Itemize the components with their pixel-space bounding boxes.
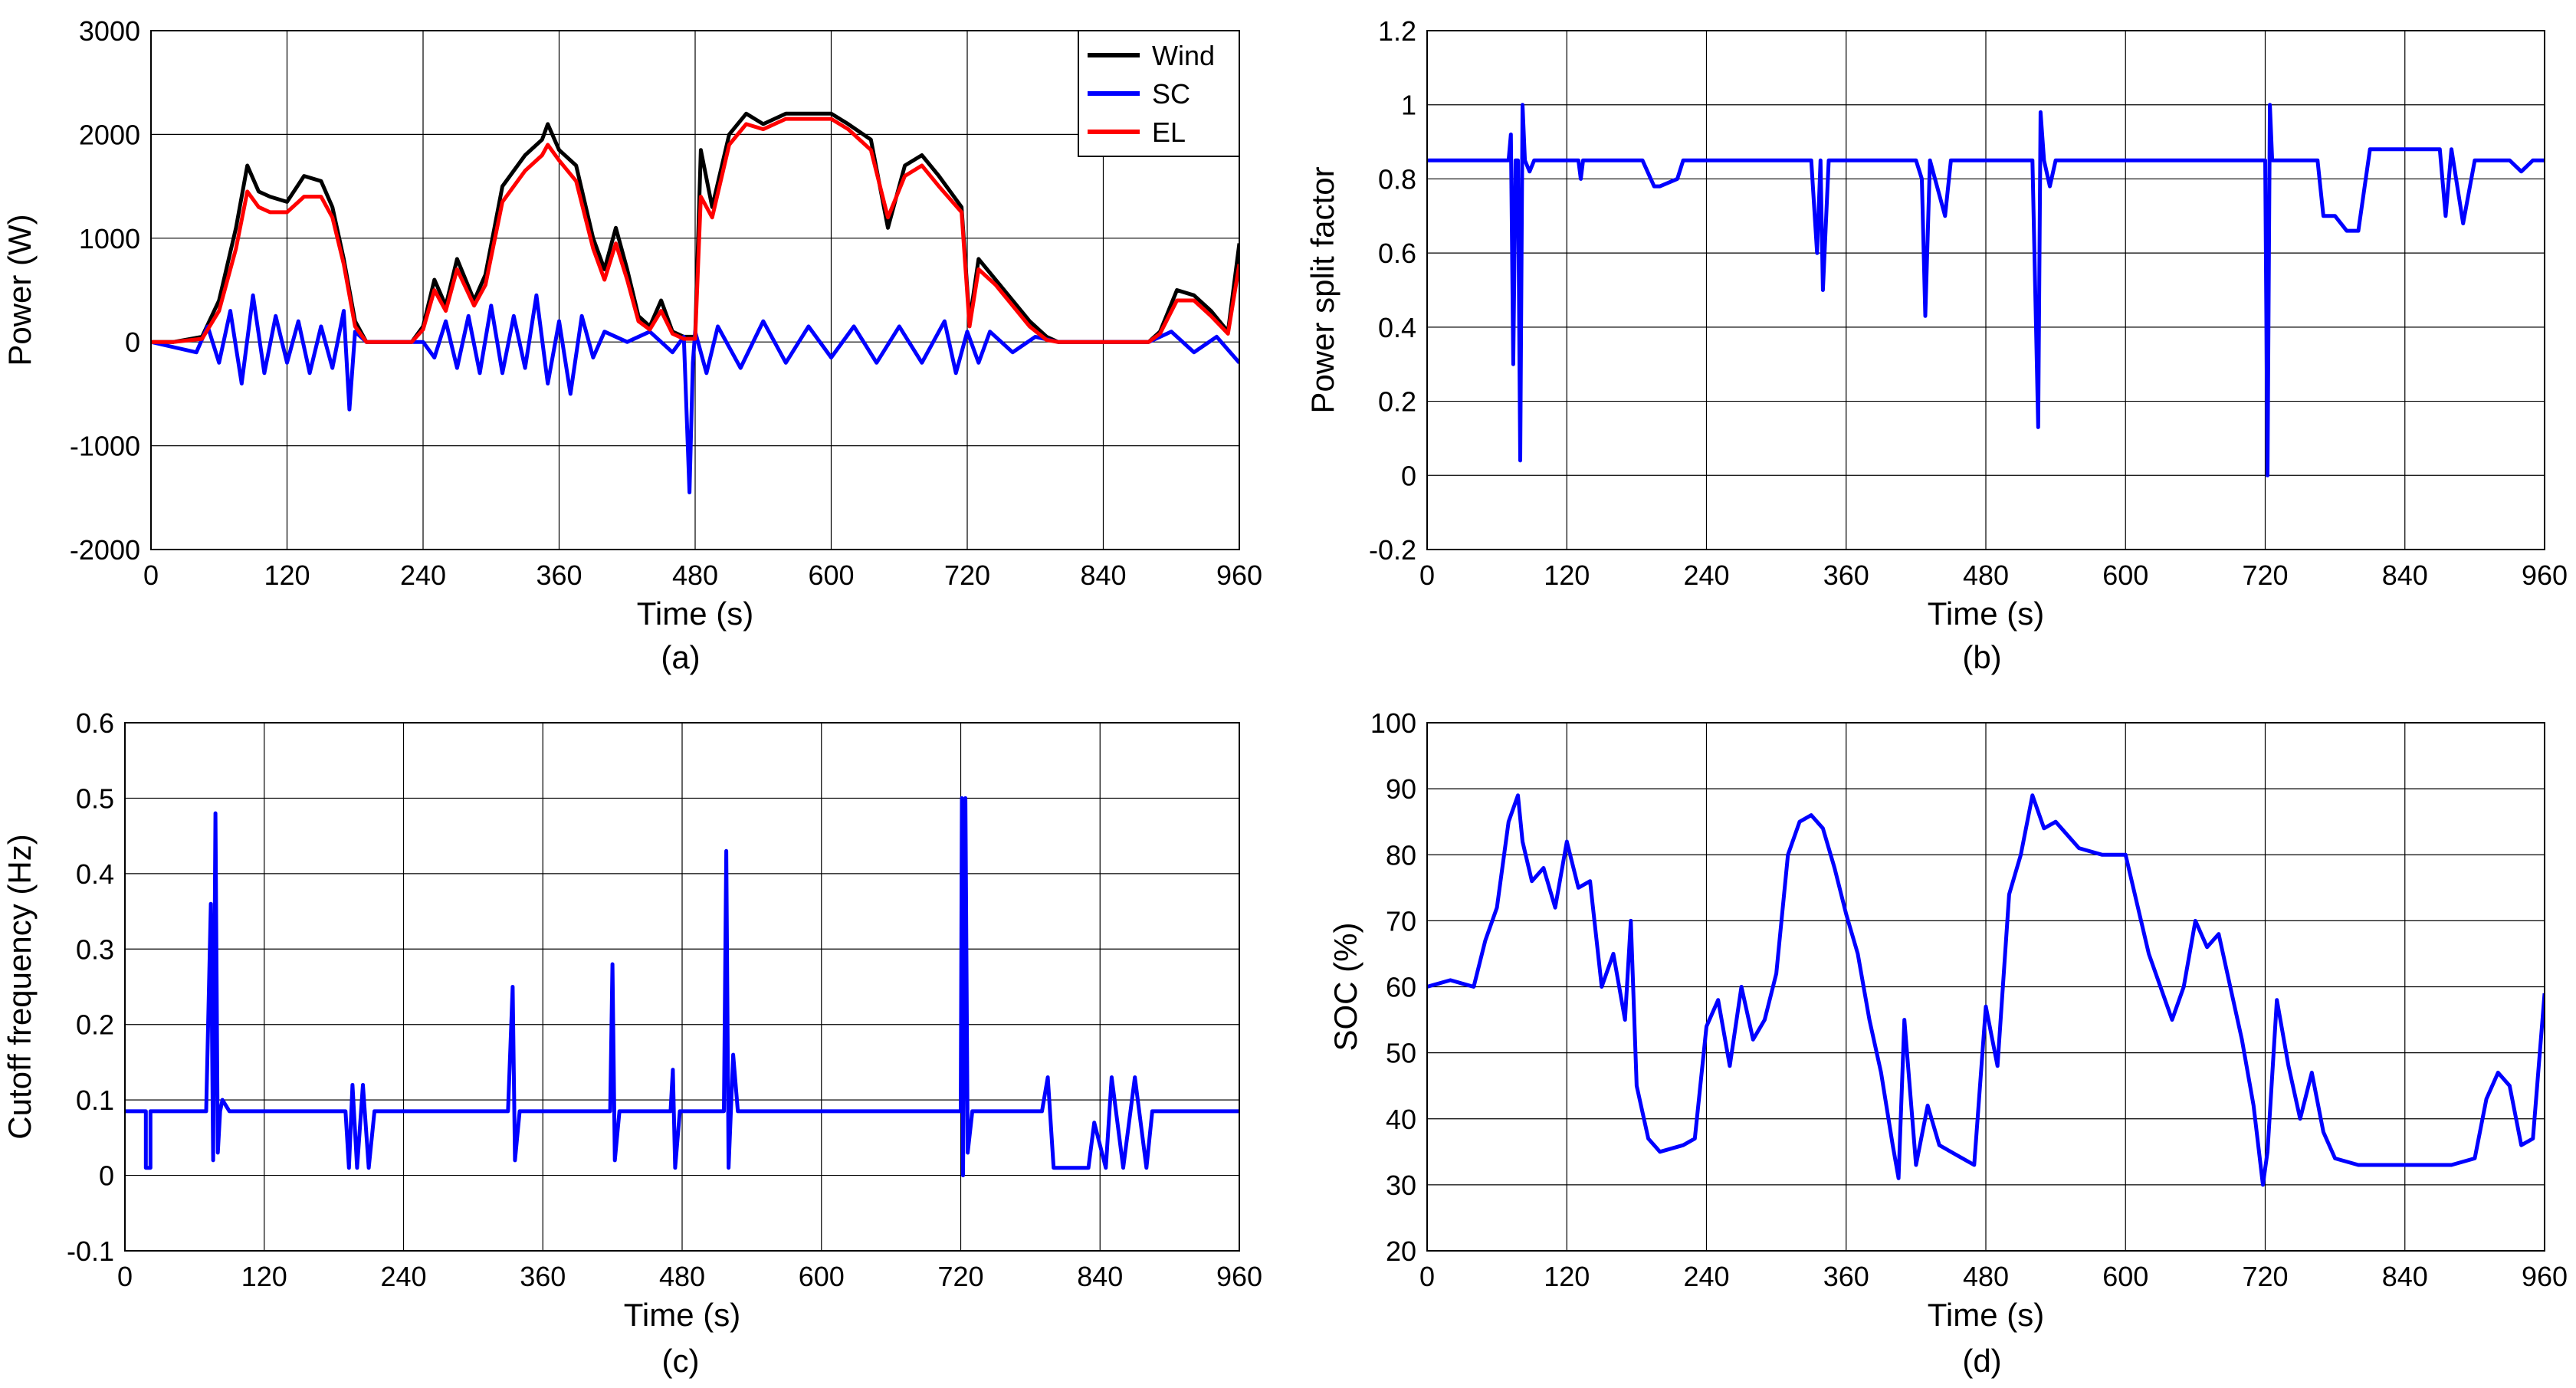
panel-caption: (d) (1962, 1343, 2001, 1379)
panel-caption: (c) (662, 1343, 700, 1379)
y-tick-label: 0 (99, 1160, 114, 1192)
y-tick-label: 2000 (79, 119, 140, 150)
x-tick-label: 360 (1823, 1261, 1869, 1292)
x-axis-label: Time (s) (1928, 1297, 2044, 1333)
y-tick-label: 0.8 (1378, 163, 1416, 195)
y-tick-label: 0 (1401, 460, 1416, 491)
series-line-1 (1427, 103, 2545, 477)
chart-panel-c: 0 120 240 360 480 600 720 840 960-0.100.10.20.30… (2, 707, 1262, 1379)
x-tick-label: 240 (380, 1261, 426, 1292)
x-tick-label: 240 (1683, 559, 1729, 591)
x-tick-label: 360 (1823, 559, 1869, 591)
chart-panel-a: 0 120 240 360 480 600 720 840 960 -2000 -1000 0 1000… (2, 15, 1262, 675)
x-tick-label: 720 (944, 559, 990, 591)
x-tick-label: 600 (799, 1261, 845, 1292)
x-tick-label: 720 (937, 1261, 983, 1292)
x-tick-label: 840 (2382, 559, 2428, 591)
x-tick-label: 240 (1683, 1261, 1729, 1292)
series-line-el (151, 116, 1239, 344)
series-line-1 (125, 796, 1239, 1178)
series-line-1 (1427, 793, 2545, 1187)
y-tick-label: 0.4 (1378, 312, 1416, 343)
x-axis-label: Time (s) (1928, 596, 2044, 632)
y-tick-label: 0.2 (76, 1009, 114, 1041)
axes-frame (1426, 722, 2545, 1252)
x-tick-label: 600 (808, 559, 854, 591)
y-axis-label: Power (W) (2, 214, 38, 366)
x-tick-label: 240 (400, 559, 446, 591)
axes-frame (124, 722, 1240, 1252)
x-tick-label: 960 (1216, 559, 1262, 591)
y-tick-label: -0.2 (1369, 534, 1416, 566)
y-tick-label: 3000 (79, 15, 140, 47)
legend-label-wind: Wind (1152, 40, 1215, 71)
x-tick-label: 0 (1419, 1261, 1435, 1292)
panel-caption: (a) (661, 639, 700, 675)
y-tick-label: 60 (1386, 972, 1416, 1003)
x-axis-label: Time (s) (637, 596, 753, 632)
chart-panel-b: 0 120 240 360 480 600 720 840 960-0.200.20.40.60… (1304, 15, 2568, 675)
y-tick-label: 0.6 (1378, 238, 1416, 269)
x-tick-label: 480 (659, 1261, 705, 1292)
x-tick-label: 480 (672, 559, 718, 591)
series-line-sc (151, 293, 1239, 494)
x-tick-label: 840 (2382, 1261, 2428, 1292)
y-axis-label: Cutoff frequency (Hz) (2, 834, 38, 1139)
x-tick-label: 720 (2242, 559, 2288, 591)
x-tick-label: 600 (2102, 559, 2148, 591)
y-tick-label: 0.4 (76, 858, 114, 890)
y-tick-label: 0.3 (76, 934, 114, 965)
x-tick-label: 360 (536, 559, 582, 591)
y-tick-label: -0.1 (67, 1235, 114, 1267)
y-tick-label: -2000 (70, 534, 140, 566)
y-tick-label: 90 (1386, 773, 1416, 805)
y-tick-label: 20 (1386, 1235, 1416, 1267)
y-tick-label: 80 (1386, 839, 1416, 871)
x-tick-label: 960 (1216, 1261, 1262, 1292)
y-axis-label: SOC (%) (1327, 923, 1363, 1052)
y-tick-label: 70 (1386, 905, 1416, 937)
x-tick-label: 360 (520, 1261, 566, 1292)
legend-label-sc: SC (1152, 78, 1190, 110)
y-tick-label: 0 (125, 326, 140, 358)
x-tick-label: 840 (1080, 559, 1126, 591)
y-tick-label: 50 (1386, 1038, 1416, 1069)
x-tick-label: 120 (1544, 559, 1590, 591)
x-tick-label: 840 (1077, 1261, 1123, 1292)
legend-label-el: EL (1152, 116, 1186, 148)
x-tick-label: 960 (2522, 1261, 2568, 1292)
y-tick-label: 0.5 (76, 783, 114, 814)
axes-frame (1426, 30, 2545, 550)
x-tick-label: 600 (2102, 1261, 2148, 1292)
x-tick-label: 720 (2242, 1261, 2288, 1292)
chart-panel-d: 0 120 240 360 480 600 720 840 960 20 30 40 50 60 70 80 9… (1327, 707, 2568, 1379)
y-tick-label: 30 (1386, 1170, 1416, 1201)
x-tick-label: 960 (2522, 559, 2568, 591)
y-tick-label: 1.2 (1378, 15, 1416, 47)
x-axis-label: Time (s) (624, 1297, 740, 1333)
panel-caption: (b) (1962, 639, 2001, 675)
x-tick-label: 480 (1963, 559, 2009, 591)
y-tick-label: 100 (1370, 707, 1416, 739)
x-tick-label: 120 (264, 559, 310, 591)
y-tick-label: 0.1 (76, 1084, 114, 1116)
y-axis-label: Power split factor (1304, 166, 1341, 413)
y-tick-label: 40 (1386, 1104, 1416, 1135)
x-tick-label: 0 (1419, 559, 1435, 591)
y-tick-label: -1000 (70, 431, 140, 462)
y-tick-label: 1000 (79, 223, 140, 254)
x-tick-label: 0 (117, 1261, 133, 1292)
y-tick-label: 1 (1401, 90, 1416, 121)
y-tick-label: 0.2 (1378, 386, 1416, 418)
x-tick-label: 480 (1963, 1261, 2009, 1292)
y-tick-label: 0.6 (76, 707, 114, 739)
x-tick-label: 120 (241, 1261, 287, 1292)
axes-frame (150, 30, 1240, 550)
x-tick-label: 0 (143, 559, 159, 591)
x-tick-label: 120 (1544, 1261, 1590, 1292)
